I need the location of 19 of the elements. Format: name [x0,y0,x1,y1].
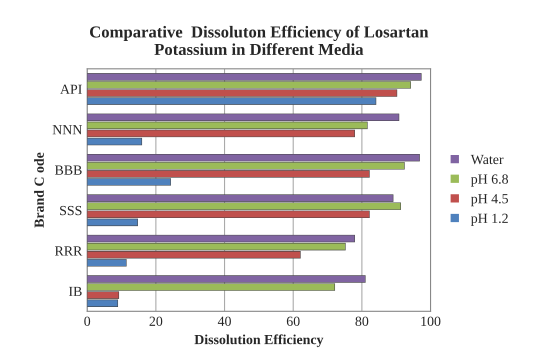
x-tick-label: 0 [84,316,90,326]
x-tick-label: 80 [355,316,368,326]
x-tick-label: 20 [150,316,162,326]
y-tick-label: API [60,84,82,94]
x-tick-label: 100 [421,316,440,326]
x-tick-label: 60 [286,316,300,326]
legend-label: pH 6.8 [470,174,508,187]
y-tick-label: IB [68,286,82,296]
x-tick-label: 40 [218,316,231,326]
legend-label: pH 1.2 [470,214,508,226]
x-axis-title: Dissolution Efficiency [194,334,324,348]
legend-label: Water [470,154,504,164]
y-tick-label: NNN [52,125,82,134]
y-axis-title: Brand C ode [34,152,44,228]
y-tick-label: BBB [54,166,82,175]
legend-label: pH 4.5 [470,194,508,206]
chart-title: Comparative Dissoluton Efficiency of Losartan Potassium in Different Media [90,26,428,56]
y-tick-label: RRR [54,246,82,256]
y-tick-label: SSS [60,206,82,216]
